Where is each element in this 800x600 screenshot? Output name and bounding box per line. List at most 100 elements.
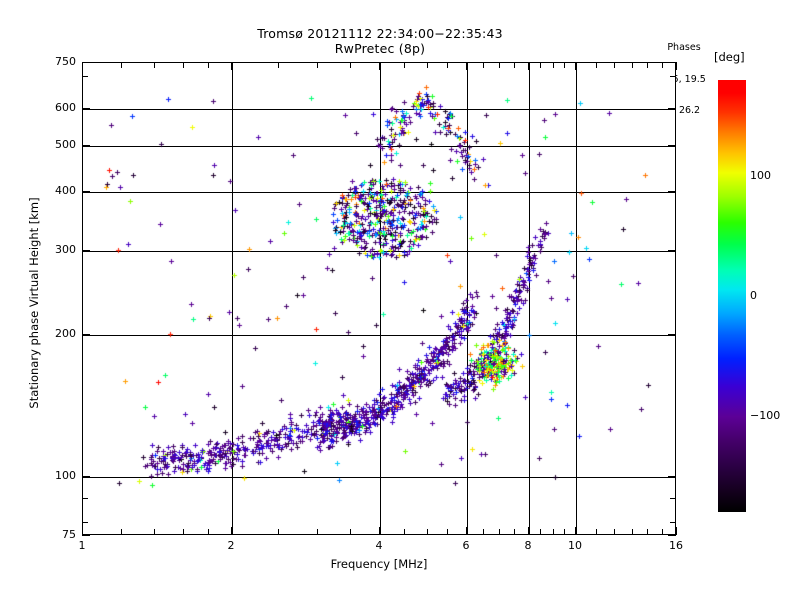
y-tick-major-right [668,334,676,336]
x-tick-minor-top [553,62,555,68]
x-tick-minor [647,529,649,535]
x-tick-major [231,527,233,535]
x-tick-minor [404,529,406,535]
plot-title-line2: RwPretec (8p) [334,41,426,56]
x-tick-minor [514,529,516,535]
y-tick-label: 750 [55,55,76,68]
x-tick-minor-top [483,62,485,68]
x-tick-minor-top [154,62,156,68]
x-tick-minor [183,529,185,535]
plot-title-line1: Tromsø 20121112 22:34:00−22:35:43 [257,26,503,41]
x-tick-minor [632,529,634,535]
x-tick-minor-top [183,62,185,68]
x-tick-minor [278,529,280,535]
x-tick-minor-top [317,62,319,68]
x-tick-minor-top [514,62,516,68]
colorbar-tick-label: 0 [750,289,757,302]
x-tick-major-top [528,62,530,70]
x-tick-minor-top [614,62,616,68]
y-tick-label: 100 [55,469,76,482]
y-tick-major [82,108,90,110]
x-tick-minor-top [662,62,664,68]
y-tick-label: 600 [55,101,76,114]
x-tick-label: 16 [669,539,683,552]
x-tick-minor-top [647,62,649,68]
phase-statistics-heading: Phases [667,42,701,53]
x-tick-major-top [231,62,233,70]
x-tick-minor [350,529,352,535]
x-tick-minor-top [632,62,634,68]
y-tick-minor [82,76,88,78]
x-tick-major [528,527,530,535]
x-axis-title: Frequency [MHz] [330,557,428,571]
y-tick-major-right [668,145,676,147]
y-tick-major [82,250,90,252]
x-tick-major-top [82,62,84,70]
x-tick-major [82,527,84,535]
x-tick-minor [596,529,598,535]
y-tick-label: 200 [55,327,76,340]
x-tick-minor [614,529,616,535]
y-tick-minor [82,498,88,500]
x-tick-label: 2 [227,539,235,552]
plot-area [82,62,676,535]
x-tick-minor-top [278,62,280,68]
x-tick-minor [540,529,542,535]
x-tick-minor [154,529,156,535]
x-tick-major [466,527,468,535]
y-tick-major-right [668,191,676,193]
x-tick-minor [208,529,210,535]
y-tick-minor-right [670,76,676,78]
y-tick-major [82,535,90,537]
scatter-points [83,63,675,534]
x-tick-label: 10 [568,539,582,552]
colorbar [718,80,746,512]
y-tick-major [82,334,90,336]
x-tick-label: 1 [78,539,86,552]
x-tick-major-top [676,62,678,70]
x-tick-minor-top [350,62,352,68]
y-tick-label: 75 [62,528,76,541]
x-tick-minor [553,529,555,535]
y-tick-major [82,145,90,147]
y-tick-major [82,476,90,478]
y-tick-label: 300 [55,243,76,256]
x-tick-minor-top [447,62,449,68]
y-tick-label: 500 [55,138,76,151]
y-tick-major-right [668,250,676,252]
x-tick-minor-top [404,62,406,68]
y-tick-major [82,191,90,193]
x-tick-minor [483,529,485,535]
x-tick-label: 6 [462,539,470,552]
colorbar-tick-label: 100 [750,169,771,182]
x-tick-minor-top [499,62,501,68]
x-tick-minor-top [540,62,542,68]
x-tick-minor [121,529,123,535]
plot-title: Tromsø 20121112 22:34:00−22:35:43 RwPret… [0,26,760,56]
y-tick-minor-right [670,498,676,500]
y-tick-label: 400 [55,184,76,197]
x-tick-minor-top [121,62,123,68]
x-tick-minor [427,529,429,535]
y-tick-minor-right [670,522,676,524]
x-tick-major-top [575,62,577,70]
x-tick-minor [564,529,566,535]
colorbar-unit-label: [deg] [714,50,745,64]
y-tick-major-right [668,476,676,478]
x-tick-minor [499,529,501,535]
x-tick-minor-top [427,62,429,68]
x-tick-minor-top [564,62,566,68]
y-tick-major [82,62,90,64]
x-tick-major-top [379,62,381,70]
colorbar-tick-label: −100 [750,409,781,422]
y-tick-major-right [668,108,676,110]
y-tick-major-right [668,535,676,537]
x-tick-major [676,527,678,535]
x-tick-major-top [466,62,468,70]
x-tick-minor [662,529,664,535]
x-tick-minor [447,529,449,535]
x-tick-label: 8 [524,539,532,552]
y-tick-major-right [668,62,676,64]
x-tick-minor [317,529,319,535]
